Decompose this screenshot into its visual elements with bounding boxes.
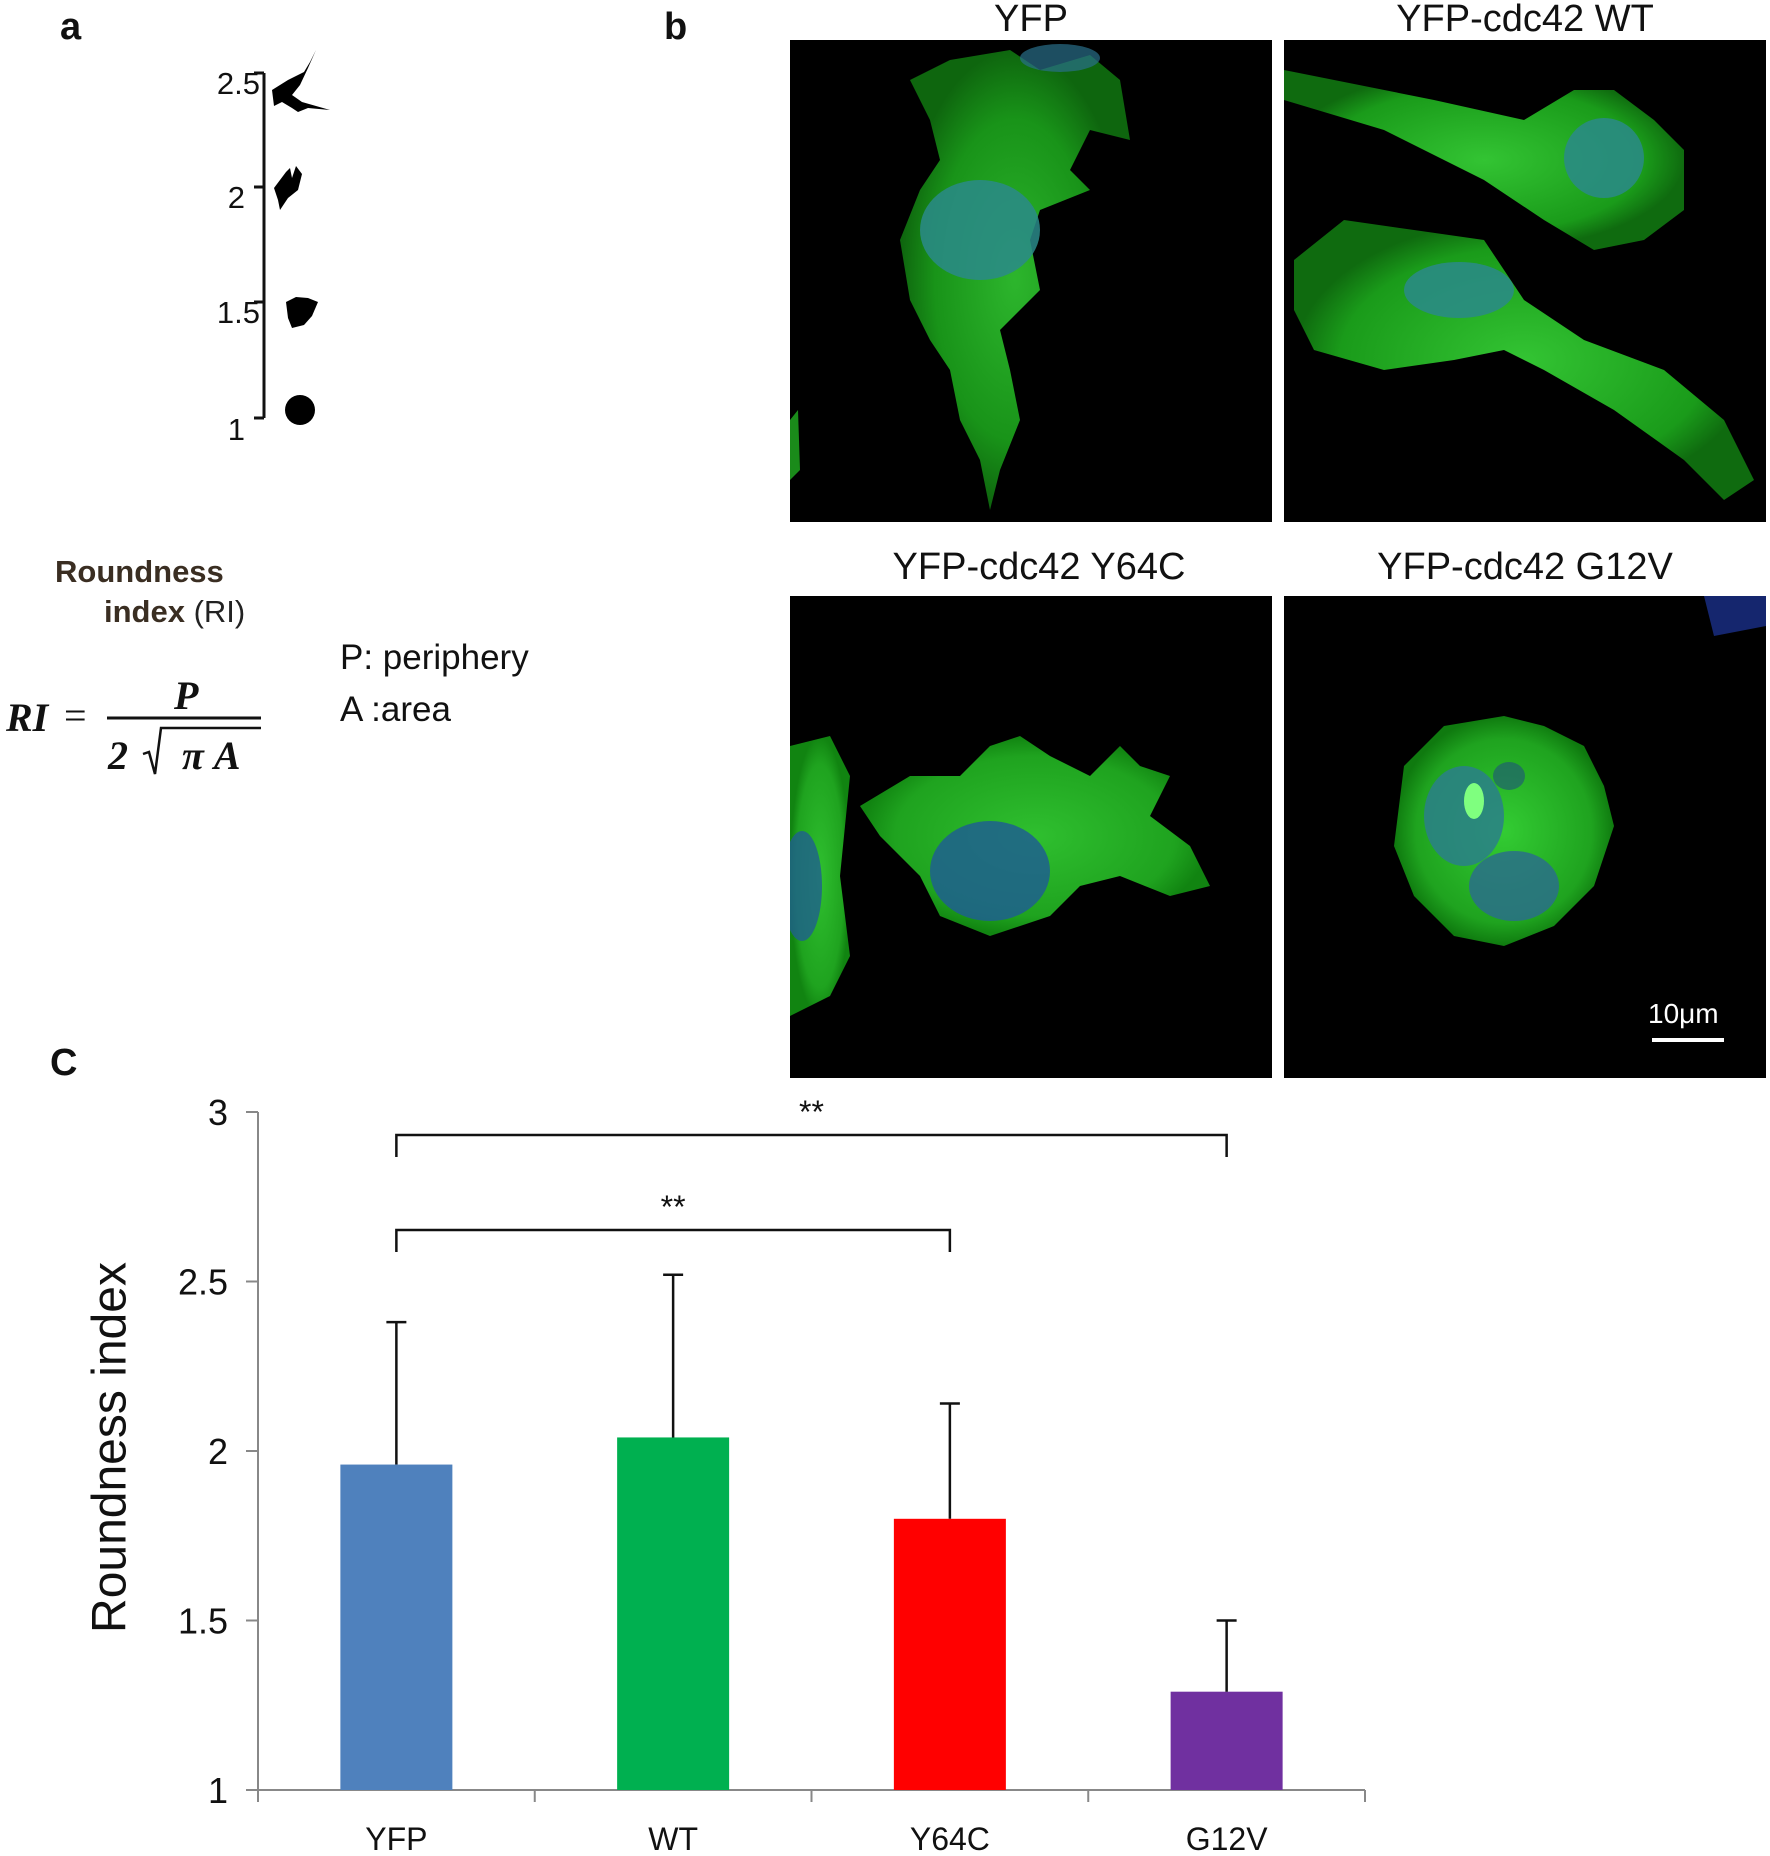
bar-y64c bbox=[893, 1518, 1006, 1790]
bar-chart: 1 1.5 2 2.5 3 YFP WT Y64C G12V ** ** bbox=[178, 1092, 1366, 1856]
y-tick-label: 3 bbox=[208, 1092, 228, 1133]
micrograph-wt bbox=[1284, 40, 1766, 522]
significance-label: ** bbox=[799, 1094, 824, 1130]
definition-a: A :area bbox=[340, 690, 451, 729]
cell-shape-1 bbox=[285, 395, 315, 425]
y-tick-label: 1.5 bbox=[178, 1601, 228, 1642]
definition-p: P: periphery bbox=[340, 638, 529, 677]
scale-tick-2-5: 2.5 bbox=[216, 66, 260, 101]
bar-wt bbox=[617, 1437, 730, 1790]
micro-title-y64c: YFP-cdc42 Y64C bbox=[892, 546, 1186, 588]
cell-shape-1-5 bbox=[286, 297, 318, 328]
micro-title-g12v: YFP-cdc42 G12V bbox=[1377, 546, 1673, 588]
roundness-scale bbox=[254, 50, 330, 425]
formula-radicand: π A bbox=[182, 733, 241, 778]
panel-b-letter: b bbox=[664, 6, 688, 48]
y-tick-label: 1 bbox=[208, 1770, 228, 1811]
scale-tick-2: 2 bbox=[227, 180, 245, 215]
x-tick-label: YFP bbox=[365, 1821, 427, 1856]
scale-tick-1: 1 bbox=[227, 412, 245, 447]
bar-yfp bbox=[340, 1464, 453, 1790]
roundness-index-label: Roundness bbox=[55, 554, 224, 589]
cell-shape-2 bbox=[274, 166, 302, 210]
scale-bar bbox=[1652, 1038, 1724, 1042]
formula-eq: = bbox=[64, 693, 87, 738]
panel-a-letter: a bbox=[60, 6, 82, 48]
roundness-index-label-2: index (RI) bbox=[104, 594, 246, 629]
micrograph-g12v bbox=[1284, 596, 1766, 1078]
y-tick-label: 2.5 bbox=[178, 1262, 228, 1303]
x-tick-label: Y64C bbox=[910, 1821, 990, 1856]
micrograph-y64c bbox=[790, 596, 1272, 1078]
panel-c-letter: C bbox=[50, 1042, 78, 1084]
bar-g12v bbox=[1170, 1691, 1283, 1790]
formula-two: 2 bbox=[108, 733, 128, 778]
scale-tick-1-5: 1.5 bbox=[216, 295, 260, 330]
significance-bracket bbox=[395, 1228, 952, 1252]
x-tick-label: WT bbox=[648, 1821, 698, 1856]
micro-title-yfp: YFP bbox=[994, 0, 1068, 40]
x-tick-label: G12V bbox=[1186, 1821, 1268, 1856]
y-tick-label: 2 bbox=[208, 1431, 228, 1472]
significance-bracket bbox=[395, 1133, 1228, 1157]
micro-title-wt: YFP-cdc42 WT bbox=[1396, 0, 1654, 40]
cell-shape-2-5 bbox=[272, 50, 330, 112]
scale-bar-label: 10μm bbox=[1648, 998, 1719, 1029]
micrograph-yfp bbox=[790, 40, 1272, 522]
formula-lhs: RI bbox=[6, 695, 49, 740]
formula-fraction-bar bbox=[107, 716, 261, 775]
significance-label: ** bbox=[661, 1189, 686, 1225]
formula-numerator: P bbox=[174, 673, 199, 718]
